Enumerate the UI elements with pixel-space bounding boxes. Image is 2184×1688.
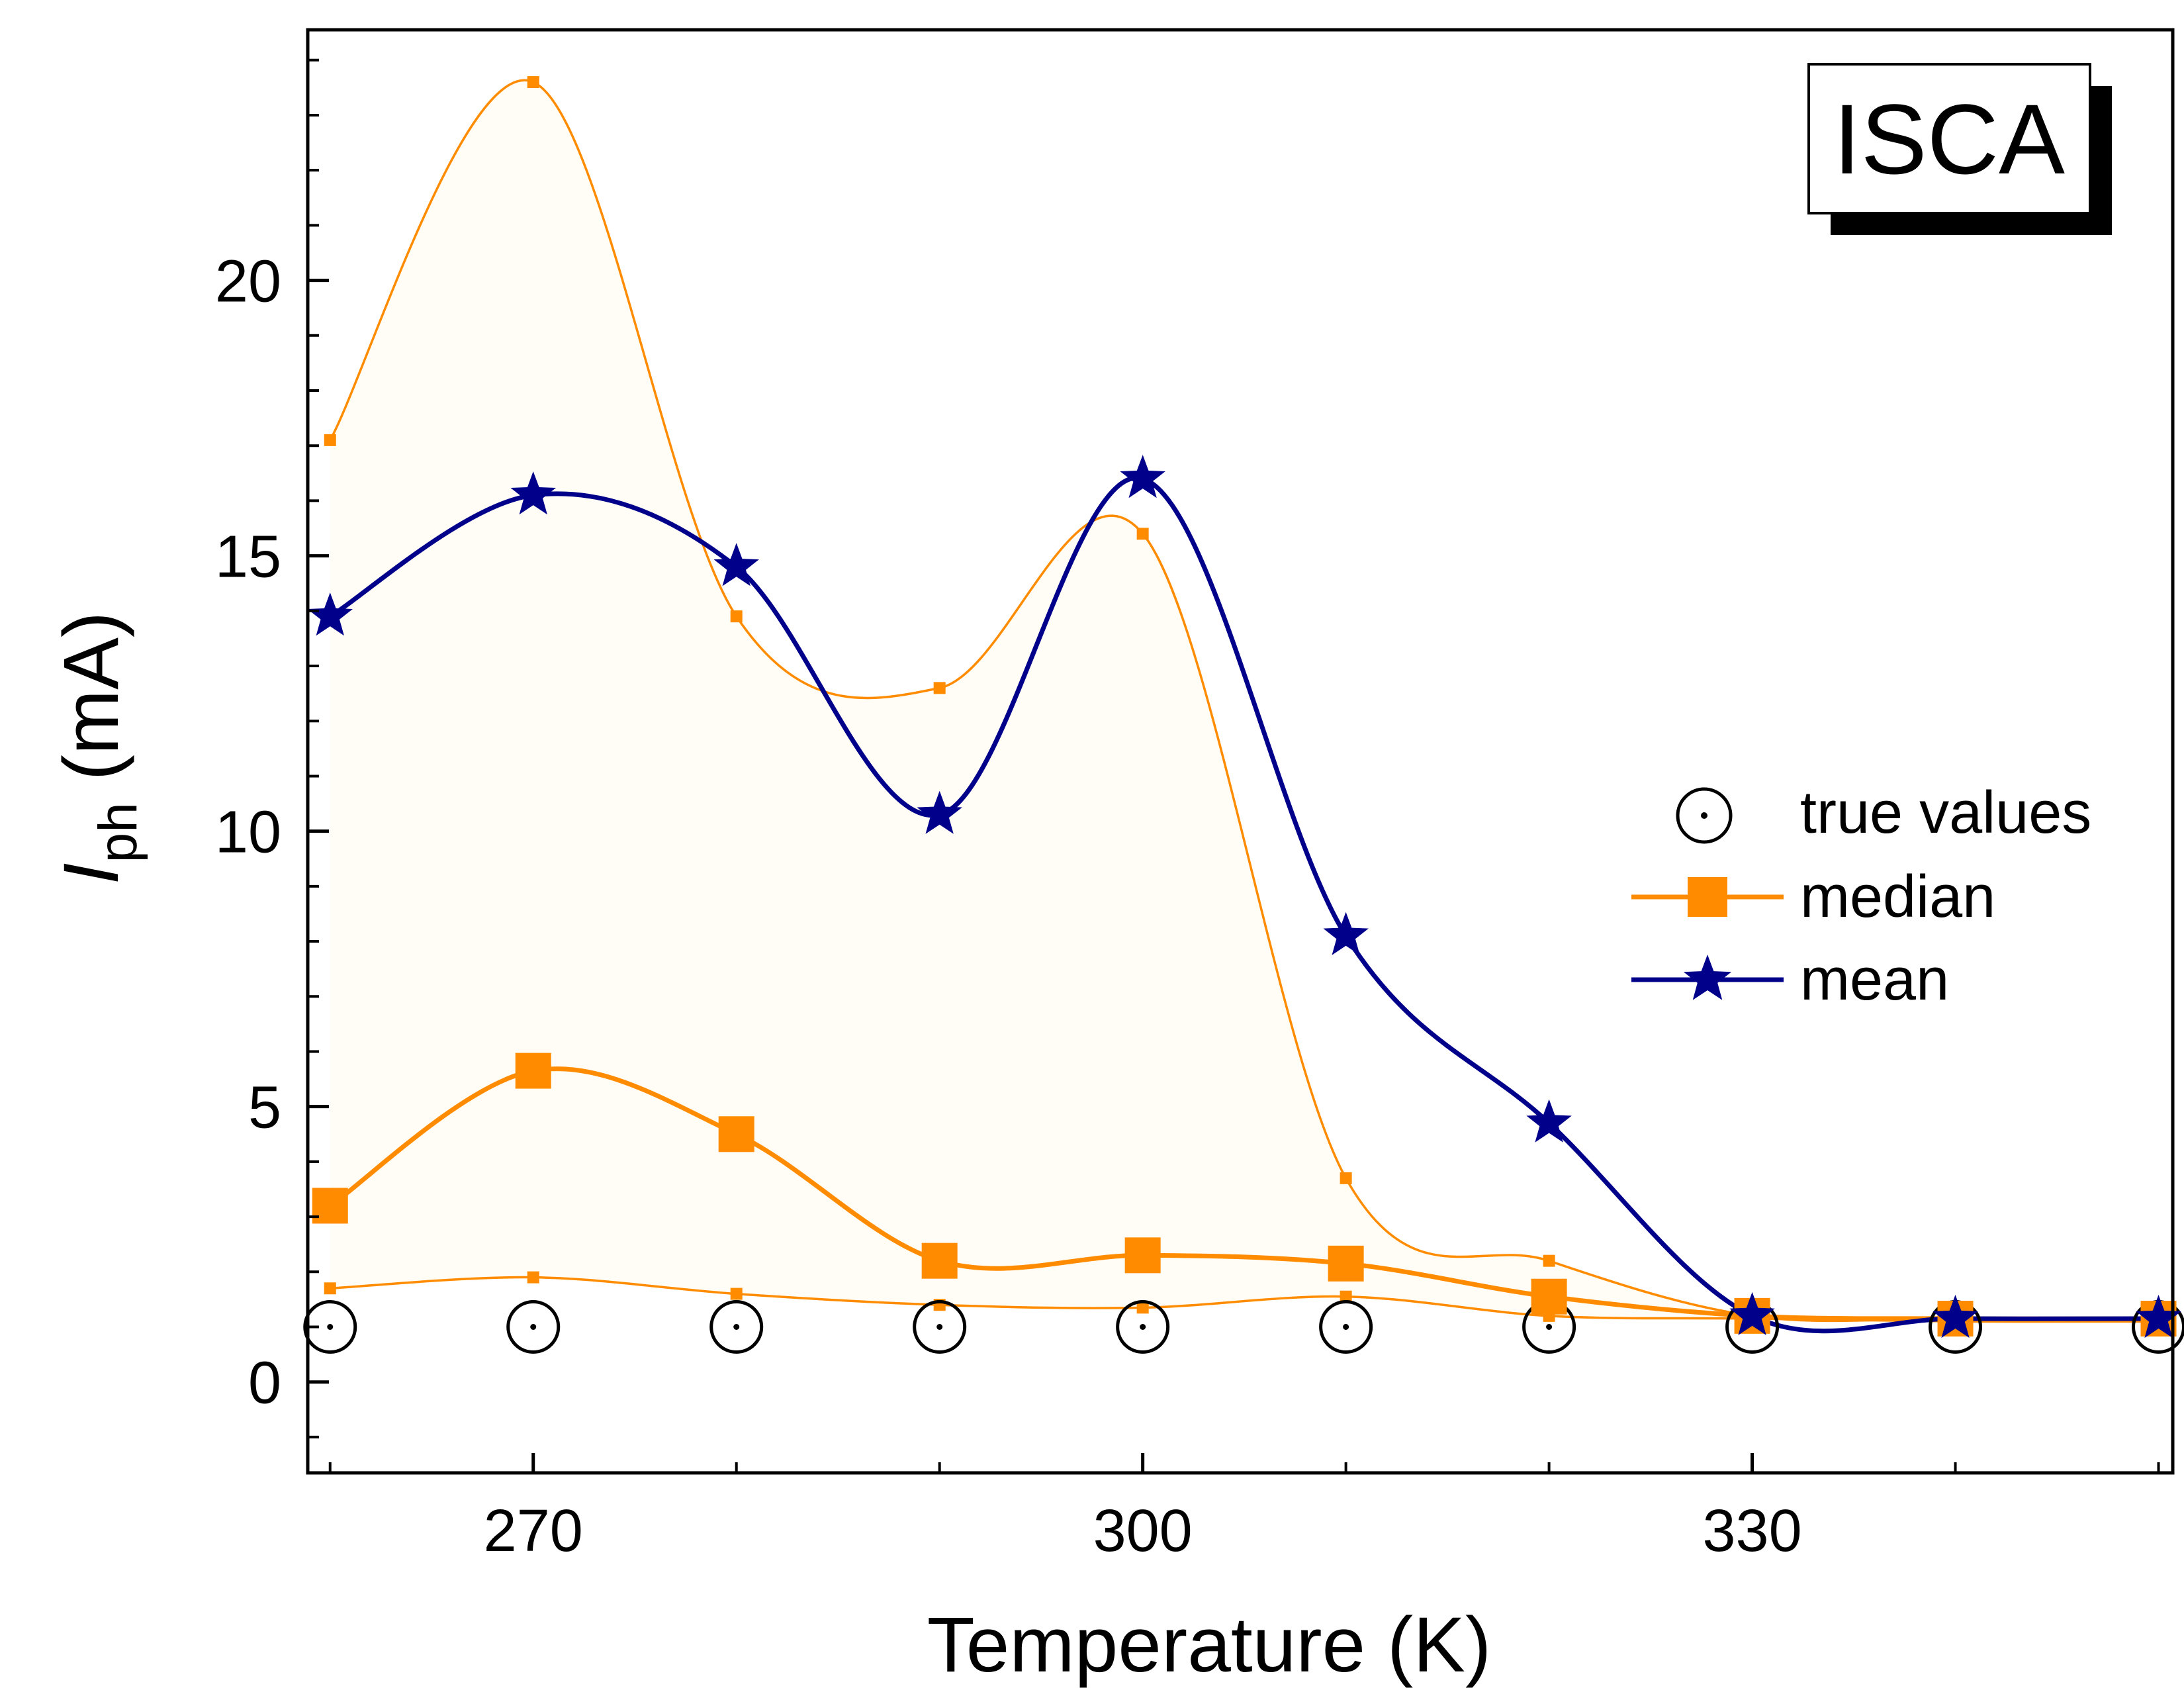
mean-point xyxy=(1120,455,1165,498)
legend-circle-dot xyxy=(1701,812,1707,819)
mean-point xyxy=(1526,1099,1572,1143)
x-tick-label: 300 xyxy=(1093,1498,1193,1564)
true-value-point xyxy=(913,1300,967,1354)
true-value-point xyxy=(709,1300,764,1354)
legend-label: true values xyxy=(1800,780,2091,846)
band-upper-point xyxy=(933,682,946,694)
legend-star-marker xyxy=(1683,955,1732,1000)
y-tick-label: 15 xyxy=(215,524,281,590)
legend-item-true-values: true values xyxy=(1676,780,2091,846)
mean-point xyxy=(1729,1291,1775,1335)
mean-point xyxy=(2136,1295,2181,1338)
legend-square-marker xyxy=(1688,877,1727,917)
band-fill xyxy=(330,80,2159,1322)
true-value-point-dot xyxy=(1140,1324,1146,1331)
y-axis-title-symbol: I xyxy=(48,863,135,884)
band-upper-point xyxy=(527,76,539,89)
band-lower-point xyxy=(324,1282,336,1295)
annotation-frame xyxy=(1807,63,2091,214)
mean-point xyxy=(1323,912,1369,955)
y-axis-title: Iph (mA) xyxy=(48,612,148,884)
mean-point xyxy=(917,790,962,834)
band-upper-point xyxy=(324,434,336,446)
band-layer xyxy=(324,76,2165,1328)
y-tick-label: 5 xyxy=(248,1075,281,1141)
band-upper-point xyxy=(1340,1172,1352,1184)
y-tick-label: 20 xyxy=(215,249,281,315)
legend-circle-marker xyxy=(1676,787,1733,844)
mean-point xyxy=(307,592,353,636)
true-value-point-dot xyxy=(530,1324,537,1331)
x-tick-label: 330 xyxy=(1702,1498,1801,1564)
mean-point xyxy=(510,471,556,515)
y-axis-title-unit: (mA) xyxy=(48,612,135,802)
median-point xyxy=(921,1243,958,1279)
median-point xyxy=(1531,1278,1567,1315)
median-point xyxy=(1124,1237,1161,1274)
series-line-median xyxy=(328,1066,2159,1321)
y-tick-label: 10 xyxy=(215,800,281,866)
band-lower-point xyxy=(1340,1290,1352,1303)
band-upper-point xyxy=(1543,1254,1555,1267)
true-value-point-dot xyxy=(733,1324,740,1331)
true-value-point-dot xyxy=(1343,1324,1349,1331)
x-axis-title: Temperature (K) xyxy=(927,1601,1492,1688)
plot-frame xyxy=(306,28,2175,1475)
legend-item-median: median xyxy=(1631,864,1995,930)
legend-label: mean xyxy=(1800,947,1949,1013)
x-tick-label: 270 xyxy=(484,1498,583,1564)
true-value-point xyxy=(506,1300,561,1354)
median-point xyxy=(718,1116,754,1152)
true-value-point xyxy=(1319,1300,1373,1354)
marker-layer xyxy=(303,455,2184,1354)
true-value-point-dot xyxy=(327,1324,334,1331)
axis-layer: 270 300 330 0 5 10 15 20 xyxy=(215,58,2160,1564)
series-line-mean xyxy=(329,475,2159,1334)
true-value-point-dot xyxy=(1546,1324,1553,1331)
series-layer xyxy=(328,475,2159,1334)
band-lower-point xyxy=(527,1271,539,1284)
legend-label: median xyxy=(1800,864,1995,930)
true-value-point-dot xyxy=(936,1324,943,1331)
true-value-point xyxy=(303,1300,357,1354)
median-point xyxy=(1328,1245,1364,1282)
mean-point xyxy=(713,543,759,586)
band-lower-point xyxy=(730,1288,743,1300)
band-lower-point xyxy=(1136,1301,1149,1314)
y-tick-label: 0 xyxy=(248,1350,281,1417)
median-point xyxy=(515,1053,551,1089)
median-point xyxy=(312,1188,348,1224)
annotation-label: ISCA xyxy=(1833,83,2065,195)
legend: true values median mean xyxy=(1631,780,2091,1013)
band-upper-point xyxy=(1136,528,1149,540)
annotation-box: ISCA xyxy=(1807,63,2112,235)
band-upper-point xyxy=(730,610,743,623)
mean-point xyxy=(1933,1295,1978,1338)
y-axis-title-subscript: ph xyxy=(88,802,148,863)
true-value-point xyxy=(1116,1300,1170,1354)
legend-item-mean: mean xyxy=(1631,947,1949,1013)
